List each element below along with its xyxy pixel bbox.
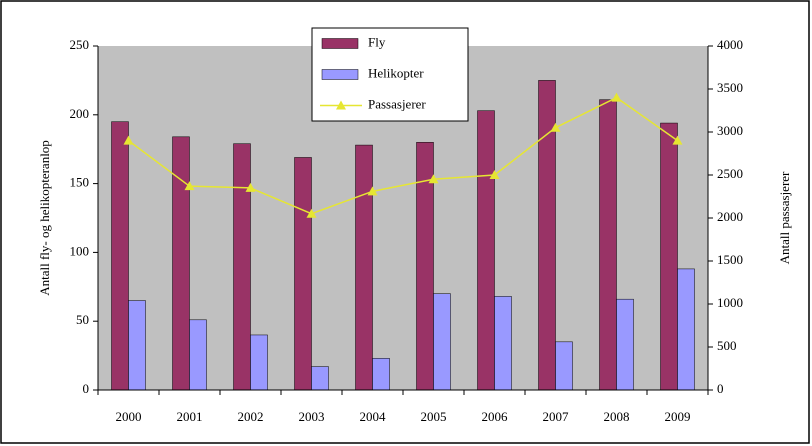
- x-tick-label: 2007: [543, 409, 570, 424]
- line-marker: [550, 122, 561, 132]
- legend-label: Fly: [368, 34, 386, 49]
- legend-swatch: [321, 69, 359, 80]
- y2-tick-label: 3000: [717, 123, 743, 138]
- y2-tick-label: 4000: [717, 37, 743, 52]
- y-axis-label: Antall fly- og helikopteranlop: [37, 140, 52, 296]
- y2-tick-label: 500: [717, 338, 737, 353]
- bar: [128, 300, 146, 391]
- y-tick-label: 50: [76, 312, 89, 327]
- bar: [189, 319, 207, 391]
- bar: [660, 122, 678, 391]
- x-tick-label: 2003: [299, 409, 325, 424]
- y2-tick-label: 2000: [717, 209, 743, 224]
- line-marker: [306, 208, 317, 218]
- bar: [555, 341, 573, 391]
- y2-tick-label: 3500: [717, 80, 743, 95]
- y-tick-label: 150: [70, 175, 90, 190]
- bar: [250, 334, 268, 391]
- x-tick-label: 2008: [604, 409, 630, 424]
- bar: [538, 80, 556, 391]
- bar: [599, 99, 617, 391]
- legend-label: Passasjerer: [368, 96, 426, 111]
- x-tick-label: 2001: [177, 409, 203, 424]
- x-tick-label: 2005: [421, 409, 447, 424]
- bar: [616, 298, 634, 391]
- x-tick-label: 2000: [116, 409, 142, 424]
- x-tick-label: 2009: [665, 409, 691, 424]
- bar: [111, 121, 129, 391]
- line-marker: [611, 92, 622, 102]
- x-tick-label: 2006: [482, 409, 509, 424]
- bar: [372, 358, 390, 391]
- legend-swatch: [321, 38, 359, 49]
- bar: [355, 144, 373, 391]
- x-tick-label: 2004: [360, 409, 387, 424]
- line: [128, 96, 678, 215]
- bar: [677, 268, 695, 391]
- y2-tick-label: 0: [717, 381, 724, 396]
- y-tick-label: 250: [70, 37, 90, 52]
- y2-tick-label: 2500: [717, 166, 743, 181]
- line-marker: [245, 182, 256, 192]
- legend-marker: [336, 100, 346, 110]
- line-marker: [367, 186, 378, 196]
- line-marker: [428, 174, 439, 184]
- bar: [477, 110, 495, 391]
- line-marker: [672, 135, 683, 145]
- bar: [311, 366, 329, 391]
- y-tick-label: 100: [70, 243, 90, 258]
- y2-axis-label: Antall passasjerer: [777, 171, 792, 264]
- legend-label: Helikopter: [368, 65, 424, 80]
- bar: [494, 296, 512, 391]
- bar: [433, 293, 451, 391]
- line-marker: [184, 181, 195, 191]
- bar: [294, 157, 312, 391]
- line-marker: [489, 170, 500, 179]
- x-tick-label: 2002: [238, 409, 264, 424]
- bar: [233, 143, 251, 391]
- y2-tick-label: 1000: [717, 295, 743, 310]
- line-marker: [123, 135, 134, 145]
- y-tick-label: 200: [70, 106, 90, 121]
- y-tick-label: 0: [83, 381, 90, 396]
- y2-tick-label: 1500: [717, 252, 743, 267]
